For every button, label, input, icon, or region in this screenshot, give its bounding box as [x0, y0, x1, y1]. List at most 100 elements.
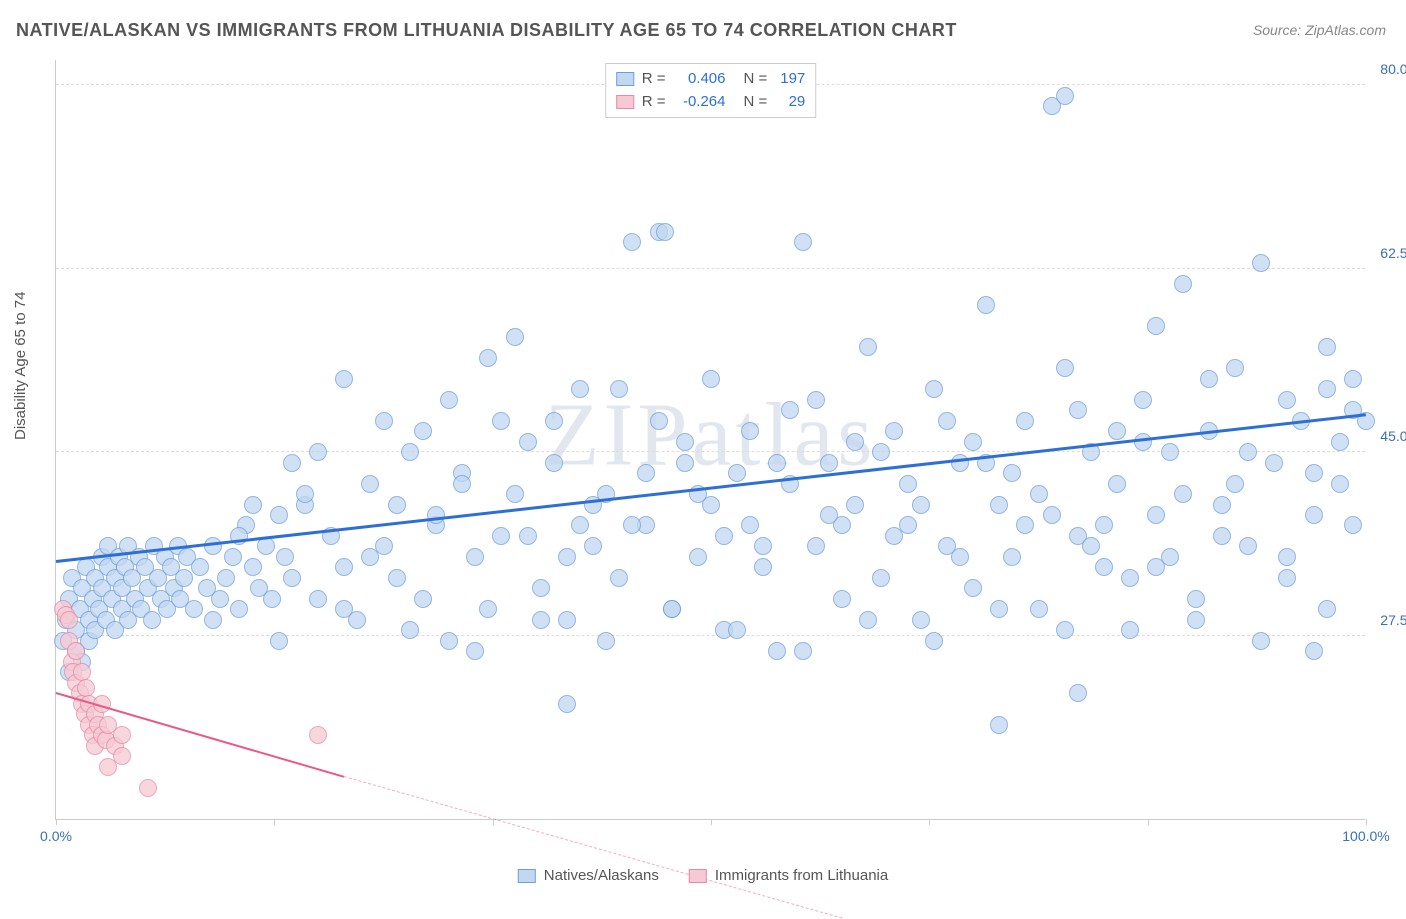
scatter-point-natives	[1239, 537, 1257, 555]
plot-area: ZIPatlas R =0.406N =197R =-0.264N =29 27…	[55, 60, 1365, 820]
scatter-point-natives	[335, 600, 353, 618]
scatter-point-natives	[244, 496, 262, 514]
y-tick-label: 80.0%	[1370, 61, 1406, 77]
scatter-point-natives	[768, 642, 786, 660]
scatter-point-natives	[964, 579, 982, 597]
scatter-point-natives	[388, 496, 406, 514]
scatter-point-natives	[270, 506, 288, 524]
scatter-point-natives	[977, 296, 995, 314]
scatter-point-natives	[492, 412, 510, 430]
scatter-point-natives	[185, 600, 203, 618]
scatter-point-natives	[1056, 359, 1074, 377]
x-tick-label: 0.0%	[40, 828, 72, 844]
scatter-point-natives	[899, 475, 917, 493]
scatter-point-natives	[872, 443, 890, 461]
scatter-point-natives	[571, 516, 589, 534]
scatter-point-natives	[584, 537, 602, 555]
legend-row: R =-0.264N =29	[616, 91, 806, 114]
scatter-point-natives	[1108, 422, 1126, 440]
scatter-point-natives	[283, 569, 301, 587]
scatter-point-natives	[1226, 475, 1244, 493]
scatter-point-natives	[1213, 496, 1231, 514]
scatter-point-natives	[768, 454, 786, 472]
scatter-point-natives	[715, 527, 733, 545]
scatter-point-natives	[1252, 254, 1270, 272]
scatter-point-natives	[1344, 370, 1362, 388]
legend-label: Immigrants from Lithuania	[715, 867, 888, 884]
legend-r-label: R =	[642, 68, 666, 91]
scatter-point-natives	[1252, 632, 1270, 650]
scatter-point-natives	[361, 548, 379, 566]
scatter-point-natives	[1278, 391, 1296, 409]
x-tick-mark	[1366, 819, 1367, 825]
scatter-point-lithuania	[67, 642, 85, 660]
scatter-point-natives	[1147, 506, 1165, 524]
scatter-point-natives	[1226, 359, 1244, 377]
x-tick-mark	[493, 819, 494, 825]
scatter-point-natives	[388, 569, 406, 587]
y-tick-label: 27.5%	[1370, 612, 1406, 628]
scatter-point-natives	[610, 380, 628, 398]
scatter-point-natives	[912, 611, 930, 629]
scatter-point-natives	[204, 537, 222, 555]
scatter-point-natives	[191, 558, 209, 576]
scatter-point-natives	[1108, 475, 1126, 493]
scatter-point-natives	[1318, 600, 1336, 618]
legend-n-label: N =	[744, 68, 768, 91]
scatter-point-natives	[506, 328, 524, 346]
scatter-point-natives	[807, 391, 825, 409]
scatter-point-natives	[532, 579, 550, 597]
scatter-point-natives	[741, 422, 759, 440]
scatter-point-natives	[990, 496, 1008, 514]
scatter-point-natives	[656, 223, 674, 241]
scatter-point-natives	[1213, 527, 1231, 545]
scatter-point-natives	[440, 391, 458, 409]
legend-item: Immigrants from Lithuania	[689, 867, 888, 884]
scatter-point-natives	[1174, 485, 1192, 503]
scatter-point-natives	[610, 569, 628, 587]
y-axis-label: Disability Age 65 to 74	[12, 292, 29, 440]
scatter-point-natives	[571, 380, 589, 398]
scatter-point-natives	[1095, 516, 1113, 534]
scatter-point-natives	[1174, 275, 1192, 293]
scatter-point-natives	[414, 422, 432, 440]
x-tick-mark	[1148, 819, 1149, 825]
scatter-point-natives	[361, 475, 379, 493]
scatter-point-natives	[1056, 87, 1074, 105]
scatter-point-natives	[335, 370, 353, 388]
scatter-point-natives	[1121, 569, 1139, 587]
scatter-point-natives	[506, 485, 524, 503]
y-tick-label: 45.0%	[1370, 428, 1406, 444]
scatter-point-natives	[728, 464, 746, 482]
x-tick-mark	[711, 819, 712, 825]
x-tick-mark	[274, 819, 275, 825]
scatter-point-natives	[1016, 412, 1034, 430]
scatter-point-natives	[401, 443, 419, 461]
scatter-point-natives	[519, 527, 537, 545]
scatter-point-natives	[545, 412, 563, 430]
scatter-point-natives	[296, 485, 314, 503]
scatter-point-natives	[230, 600, 248, 618]
scatter-point-natives	[270, 632, 288, 650]
scatter-point-natives	[859, 338, 877, 356]
scatter-point-natives	[1069, 684, 1087, 702]
scatter-point-natives	[754, 537, 772, 555]
scatter-point-natives	[833, 590, 851, 608]
scatter-point-natives	[885, 422, 903, 440]
scatter-point-natives	[623, 233, 641, 251]
scatter-point-natives	[175, 569, 193, 587]
scatter-point-natives	[1344, 516, 1362, 534]
scatter-point-natives	[453, 475, 471, 493]
x-tick-mark	[56, 819, 57, 825]
scatter-point-natives	[545, 454, 563, 472]
scatter-point-natives	[1305, 464, 1323, 482]
gridline	[56, 635, 1365, 636]
legend-n-value: 197	[775, 68, 805, 91]
scatter-point-natives	[1200, 370, 1218, 388]
scatter-point-natives	[597, 632, 615, 650]
scatter-point-natives	[820, 454, 838, 472]
legend-r-value: 0.406	[674, 68, 726, 91]
y-tick-label: 62.5%	[1370, 245, 1406, 261]
scatter-point-natives	[689, 548, 707, 566]
scatter-point-natives	[466, 642, 484, 660]
